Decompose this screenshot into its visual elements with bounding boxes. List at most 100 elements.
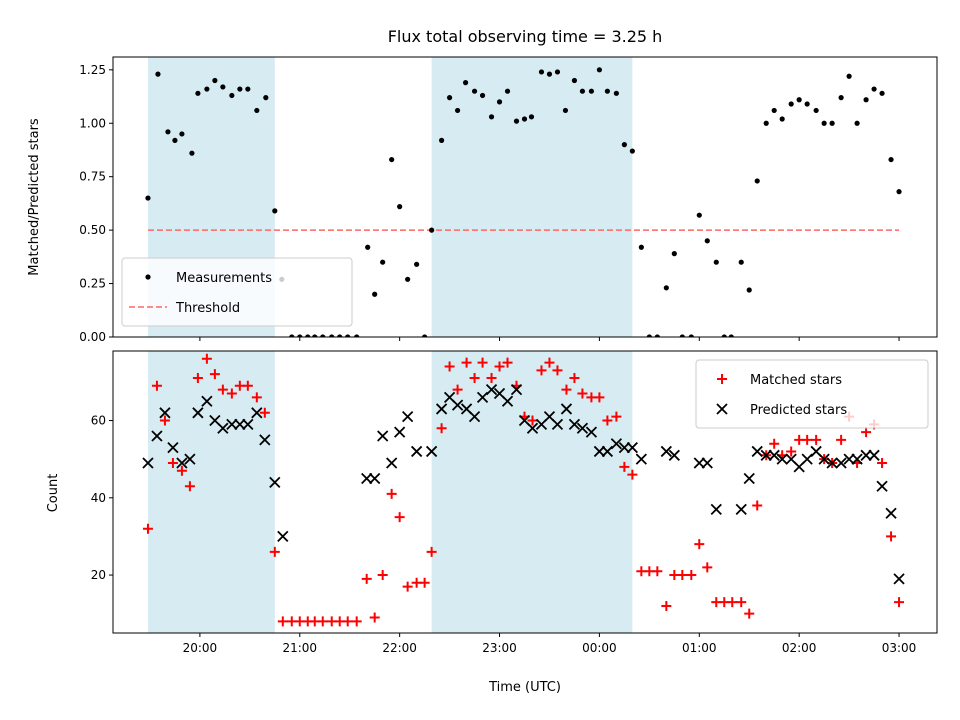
- predicted-stars-point: [277, 530, 289, 543]
- measurement-point: [629, 148, 635, 154]
- measurement-point: [771, 107, 777, 114]
- predicted-stars-point: [560, 403, 573, 415]
- legend: Matched stars Predicted stars: [695, 359, 929, 429]
- measurement-point: [397, 204, 403, 210]
- y-tick-label: 1.25: [79, 63, 106, 77]
- matched-stars-point: [536, 365, 547, 376]
- matched-stars-point: [894, 597, 905, 608]
- chart-title: Flux total observing time = 3.25 h: [388, 27, 663, 46]
- measurement-point: [405, 276, 411, 282]
- matched-stars-point: [242, 380, 253, 391]
- predicted-stars-point: [826, 457, 838, 469]
- predicted-stars-point: [885, 507, 897, 519]
- predicted-stars-point: [576, 422, 589, 434]
- predicted-stars-point: [151, 430, 163, 442]
- predicted-stars-point: [410, 445, 423, 458]
- y-tick-label: 40: [91, 491, 106, 505]
- matched-stars-point: [661, 600, 672, 611]
- matched-stars-point: [769, 438, 780, 449]
- measurement-point: [165, 129, 171, 135]
- predicted-stars-point: [184, 453, 196, 465]
- predicted-stars-point: [701, 457, 713, 469]
- measurement-point: [195, 90, 201, 96]
- measurement-point: [145, 195, 151, 201]
- matched-stars-point: [552, 365, 563, 376]
- matched-stars-point: [452, 384, 463, 395]
- matched-stars-point: [419, 577, 430, 588]
- predicted-stars-point: [192, 407, 204, 419]
- y-tick-label: 0.75: [79, 170, 106, 184]
- matched-stars-point: [652, 566, 663, 577]
- plot-area: [145, 67, 902, 337]
- measurement-point: [779, 116, 785, 122]
- matched-stars-point: [752, 500, 763, 511]
- axes-frame: [112, 350, 938, 634]
- measurement-point: [888, 156, 894, 163]
- y-tick-label: 60: [91, 414, 106, 428]
- matched-stars-point: [209, 369, 220, 380]
- measurement-point: [596, 67, 603, 73]
- plot-area: [142, 353, 905, 627]
- measurement-point: [571, 77, 578, 84]
- measurement-point: [688, 334, 694, 337]
- predicted-stars-point: [242, 418, 254, 431]
- measurement-point: [504, 88, 511, 94]
- matched-stars-point: [217, 384, 228, 395]
- measurement-point: [588, 88, 595, 94]
- measurement-point: [329, 334, 335, 337]
- matched-stars-point: [494, 361, 505, 372]
- x-axis-label: Time (UTC): [488, 680, 561, 695]
- measurement-point: [488, 114, 495, 120]
- legend-box: [121, 257, 353, 327]
- predicted-stars-point: [743, 472, 755, 485]
- measurement-point: [679, 334, 685, 337]
- measurement-point: [813, 107, 819, 114]
- predicted-stars-point: [386, 457, 398, 469]
- predicted-stars-point: [551, 418, 564, 431]
- x-tick-label: 21:00: [282, 641, 317, 655]
- matched-stars-point: [251, 392, 262, 403]
- measurement-point: [172, 137, 178, 143]
- predicted-stars-point: [510, 383, 523, 396]
- measurement-point: [721, 334, 727, 337]
- predicted-stars-point: [226, 418, 238, 431]
- measurement-point: [738, 259, 744, 265]
- measurement-point: [479, 92, 486, 99]
- predicted-stars-point: [394, 426, 406, 438]
- measurement-point: [796, 97, 802, 103]
- measurement-point: [439, 137, 445, 143]
- predicted-stars-point: [435, 403, 448, 415]
- matched-stars-point: [142, 523, 153, 534]
- x-tick-label: 23:00: [482, 641, 517, 655]
- measurement-point: [788, 101, 794, 107]
- predicted-stars-point: [751, 445, 763, 458]
- measurement-point: [337, 334, 343, 337]
- predicted-stars-point: [377, 430, 389, 442]
- measurement-point: [579, 88, 586, 94]
- predicted-stars-point: [485, 383, 498, 396]
- measurement-point: [554, 69, 561, 75]
- measurement-point: [429, 227, 435, 233]
- measurement-point: [220, 84, 226, 90]
- matched-stars-point: [619, 461, 630, 472]
- measurement-point: [854, 120, 860, 126]
- measurement-point: [538, 69, 545, 75]
- y-axis-label-counts: Count: [46, 474, 61, 513]
- y-tick-label: 1.00: [79, 116, 106, 130]
- x-tick-label: 01:00: [682, 641, 717, 655]
- ratio-panel: 0.00 0.25 0.50 0.75 1.00 1.25 Measurements Thre…: [79, 56, 938, 344]
- measurement-point: [155, 71, 161, 77]
- legend: Measurements Threshold: [121, 257, 353, 327]
- matched-stars-point: [477, 357, 488, 368]
- matched-stars-point: [151, 380, 162, 391]
- predicted-stars-point: [269, 476, 281, 488]
- measurement-point: [254, 107, 260, 114]
- predicted-stars-point: [425, 445, 438, 458]
- predicted-stars-point: [693, 457, 705, 469]
- predicted-stars-point: [167, 441, 179, 454]
- measurement-point: [414, 261, 420, 267]
- matched-stars-point: [361, 573, 372, 584]
- measurement-point: [528, 114, 535, 120]
- matched-stars-point: [886, 531, 897, 542]
- matched-stars-point: [561, 384, 572, 395]
